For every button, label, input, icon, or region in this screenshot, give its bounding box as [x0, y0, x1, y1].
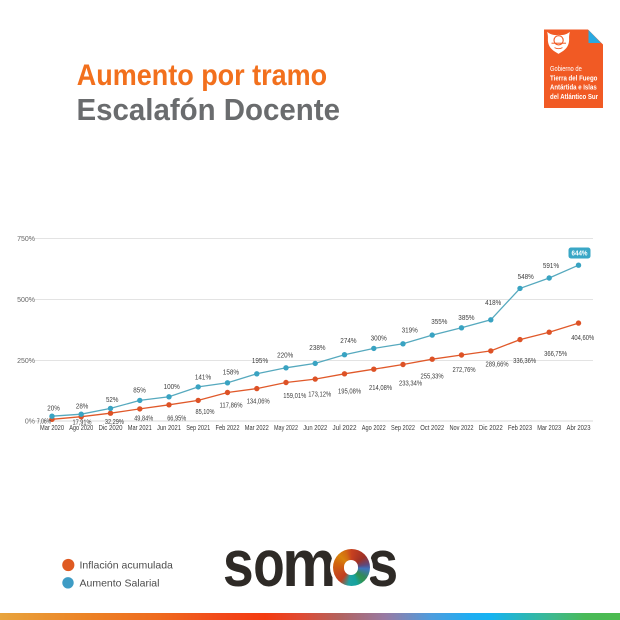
svg-text:66,95%: 66,95%	[167, 414, 186, 423]
svg-text:100%: 100%	[164, 382, 181, 391]
svg-text:s: s	[223, 526, 254, 600]
svg-text:20%: 20%	[47, 404, 60, 413]
svg-text:49,84%: 49,84%	[134, 414, 153, 423]
svg-text:Antártida e Islas: Antártida e Islas	[550, 83, 597, 92]
svg-text:Gobierno de: Gobierno de	[550, 66, 582, 73]
svg-text:s: s	[367, 526, 398, 600]
svg-text:Ago 2022: Ago 2022	[362, 423, 386, 432]
svg-text:Inflación acumulada: Inflación acumulada	[80, 560, 174, 572]
svg-text:117,86%: 117,86%	[220, 400, 243, 409]
svg-text:255,33%: 255,33%	[421, 372, 444, 381]
svg-text:385%: 385%	[458, 313, 475, 322]
svg-text:250%: 250%	[17, 358, 35, 365]
svg-text:404,60%: 404,60%	[571, 333, 594, 342]
svg-text:Oct 2022: Oct 2022	[420, 423, 444, 432]
svg-text:141%: 141%	[195, 373, 212, 382]
svg-text:0%: 0%	[25, 419, 35, 426]
svg-text:Feb 2023: Feb 2023	[508, 423, 532, 432]
svg-text:del Atlántico Sur: del Atlántico Sur	[550, 92, 598, 101]
svg-text:289,66%: 289,66%	[486, 359, 509, 368]
svg-text:Sep 2021: Sep 2021	[186, 423, 210, 432]
svg-text:Escalafón Docente: Escalafón Docente	[77, 94, 340, 128]
svg-text:319%: 319%	[402, 326, 419, 335]
svg-text:Mar 2021: Mar 2021	[128, 423, 152, 432]
svg-text:Tierra del Fuego: Tierra del Fuego	[550, 74, 598, 83]
svg-text:Jun 2021: Jun 2021	[157, 423, 181, 432]
svg-text:Aumento por tramo: Aumento por tramo	[77, 59, 327, 93]
svg-text:Mar 2023: Mar 2023	[537, 423, 561, 432]
svg-text:644%: 644%	[572, 249, 588, 258]
svg-text:Sep 2022: Sep 2022	[391, 423, 415, 432]
svg-text:Nov 2022: Nov 2022	[450, 423, 474, 432]
svg-text:May 2022: May 2022	[274, 423, 298, 432]
svg-text:195,08%: 195,08%	[338, 387, 361, 396]
svg-text:28%: 28%	[76, 402, 89, 411]
svg-text:32,29%: 32,29%	[105, 417, 124, 426]
svg-text:Mar 2022: Mar 2022	[245, 423, 269, 432]
svg-text:418%: 418%	[485, 298, 502, 307]
svg-text:300%: 300%	[371, 333, 388, 342]
svg-text:238%: 238%	[309, 343, 326, 352]
svg-text:Jul 2022: Jul 2022	[333, 423, 357, 432]
svg-text:Dic 2020: Dic 2020	[99, 423, 123, 432]
svg-text:274%: 274%	[340, 336, 357, 345]
svg-text:366,75%: 366,75%	[544, 349, 567, 358]
svg-text:85%: 85%	[133, 385, 146, 394]
svg-text:233,34%: 233,34%	[399, 378, 422, 387]
svg-text:Abr 2023: Abr 2023	[567, 423, 591, 432]
svg-text:m: m	[282, 528, 336, 601]
svg-text:85,10%: 85,10%	[196, 407, 215, 416]
svg-text:750%: 750%	[17, 236, 35, 243]
svg-text:548%: 548%	[518, 272, 535, 281]
svg-text:173,12%: 173,12%	[308, 389, 331, 398]
svg-text:355%: 355%	[431, 317, 448, 326]
svg-text:220%: 220%	[277, 350, 294, 359]
svg-text:Mar 2020: Mar 2020	[40, 423, 64, 432]
svg-text:Aumento Salarial: Aumento Salarial	[80, 577, 160, 589]
svg-text:591%: 591%	[543, 261, 560, 270]
svg-text:134,06%: 134,06%	[247, 397, 270, 406]
svg-text:272,76%: 272,76%	[453, 365, 476, 374]
svg-text:7,06%: 7,06%	[37, 417, 52, 426]
svg-text:52%: 52%	[106, 395, 119, 404]
svg-text:500%: 500%	[17, 297, 35, 304]
svg-text:214,08%: 214,08%	[369, 383, 392, 392]
svg-text:Jun 2022: Jun 2022	[303, 423, 327, 432]
svg-text:Ago 2020: Ago 2020	[69, 423, 93, 432]
svg-text:158%: 158%	[223, 368, 240, 377]
svg-text:195%: 195%	[252, 356, 269, 365]
svg-text:336,36%: 336,36%	[513, 356, 536, 365]
svg-text:17,91%: 17,91%	[73, 418, 92, 427]
svg-text:Dic 2022: Dic 2022	[479, 423, 503, 432]
svg-text:159,01%: 159,01%	[283, 391, 306, 400]
svg-text:Feb 2022: Feb 2022	[216, 423, 240, 432]
svg-text:o: o	[253, 526, 284, 601]
